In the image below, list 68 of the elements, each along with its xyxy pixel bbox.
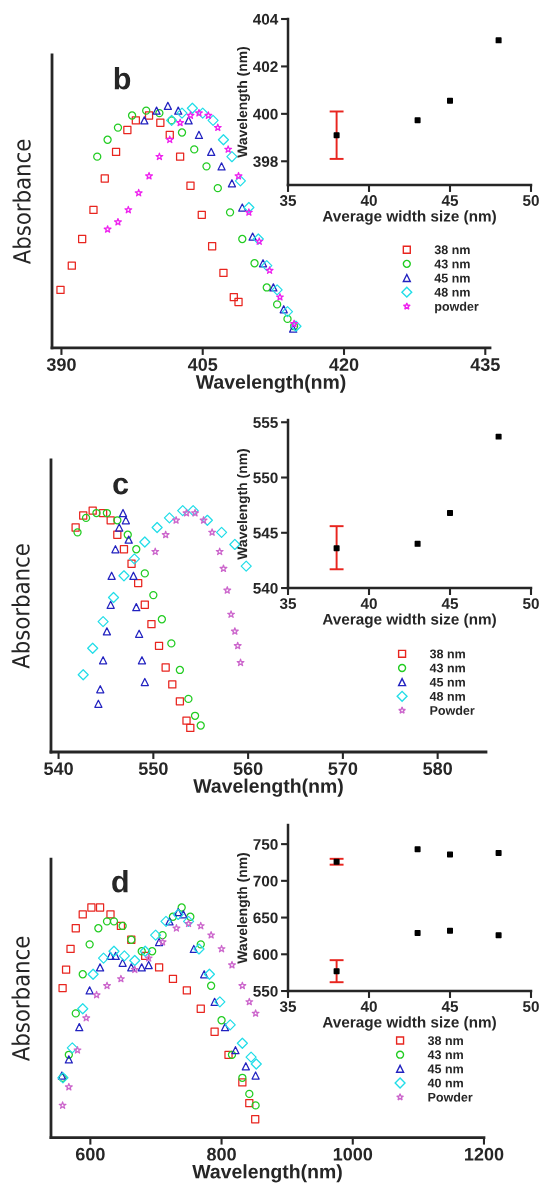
x-tick-label: 600 (75, 1147, 105, 1161)
y-tick-label: 400 (253, 108, 278, 120)
text: c (113, 477, 129, 495)
x-tick-label: 40 (360, 195, 377, 206)
legend-label: powder (435, 301, 479, 314)
y-axis-title: Wavelength (nm) (237, 449, 251, 560)
x-tick-label: 35 (279, 195, 297, 206)
x-tick-label: 550 (138, 762, 168, 775)
x-tick-label: 35 (279, 598, 297, 610)
x-tick-label: 40 (360, 1001, 377, 1012)
x-tick-label: 570 (328, 762, 358, 775)
legend-label: 43 nm (427, 1050, 463, 1060)
x-tick-label: 45 (441, 195, 459, 206)
legend-label: 40 nm (427, 1078, 463, 1088)
x-tick-label: 1200 (465, 1147, 504, 1161)
text: b (114, 67, 131, 90)
x-tick-label: 1000 (333, 1147, 373, 1161)
y-axis-title: Wavelength (nm) (237, 47, 251, 158)
x-tick-label: 420 (329, 358, 359, 371)
x-tick-label: 435 (470, 358, 500, 371)
x-axis-title: Average width size (nm) (322, 1016, 496, 1031)
legend-label: Powder (428, 1092, 473, 1102)
x-tick-label: 50 (522, 1001, 539, 1012)
y-axis-title: Absorbance (11, 936, 30, 1062)
legend-label: 43 nm (434, 259, 470, 269)
y-tick-label: 404 (253, 13, 279, 25)
x-tick-label: 50 (522, 195, 539, 206)
y-tick-label: 550 (253, 472, 278, 484)
x-axis-title: Wavelength(nm) (195, 374, 346, 393)
x-axis-title: Wavelength(nm) (193, 778, 343, 797)
x-tick-label: 45 (441, 598, 459, 609)
y-tick-label: 540 (253, 582, 278, 594)
y-tick-label: 750 (253, 838, 278, 850)
x-axis-title: Wavelength(nm) (192, 1164, 342, 1183)
x-tick-label: 40 (360, 598, 377, 609)
x-tick-label: 50 (522, 598, 539, 609)
y-axis-title: Absorbance (11, 544, 30, 669)
y-tick-label: 700 (253, 875, 278, 887)
legend-label: 43 nm (429, 663, 465, 673)
x-axis-title: Average width size (nm) (322, 210, 496, 225)
x-axis-title: Average width size (nm) (322, 613, 496, 628)
y-tick-label: 650 (253, 912, 278, 924)
x-tick-label: 560 (233, 762, 263, 775)
x-tick-label: 405 (187, 358, 218, 371)
legend-label: 45 nm (429, 677, 465, 687)
legend-label: 38 nm (434, 245, 470, 255)
x-tick-label: 35 (279, 1001, 297, 1012)
legend-label: 38 nm (427, 1036, 463, 1046)
x-tick-label: 580 (423, 762, 452, 775)
x-tick-label: 45 (441, 1001, 459, 1012)
x-tick-label: 390 (46, 358, 76, 371)
legend-label: 48 nm (429, 691, 465, 701)
y-tick-label: 398 (253, 156, 278, 167)
legend-label: 48 nm (434, 287, 470, 297)
y-tick-label: 545 (253, 527, 278, 539)
x-tick-label: 540 (44, 762, 73, 775)
text: d (112, 870, 128, 893)
y-tick-label: 600 (253, 949, 278, 960)
y-axis-title: Absorbance (12, 139, 31, 265)
legend-label: 45 nm (427, 1064, 463, 1074)
legend-label: Powder (430, 705, 475, 715)
x-tick-label: 800 (207, 1147, 236, 1161)
legend-label: 45 nm (434, 273, 470, 283)
y-tick-label: 402 (253, 61, 278, 73)
y-axis-title: Wavelength (nm) (237, 853, 251, 964)
y-tick-label: 550 (253, 985, 278, 997)
y-tick-label: 555 (253, 417, 278, 428)
legend-label: 38 nm (429, 649, 465, 659)
